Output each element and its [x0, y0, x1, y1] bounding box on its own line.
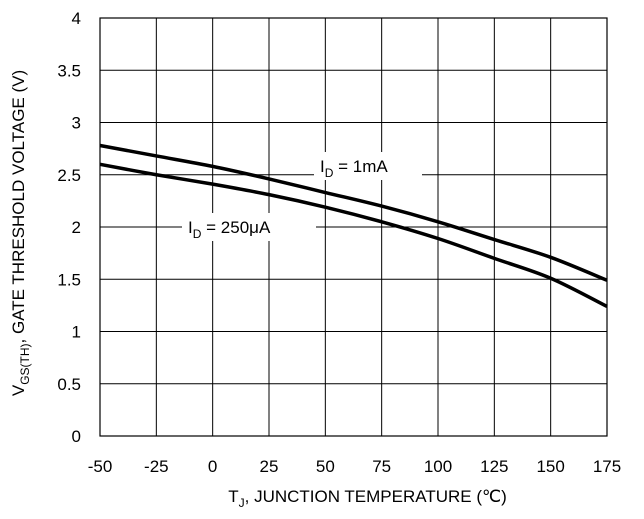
series-label-background	[314, 152, 422, 180]
y-tick-label: 3	[72, 114, 81, 133]
series-label-1: ID = 1mA	[314, 152, 422, 180]
y-tick-label: 0.5	[57, 375, 81, 394]
y-tick-label: 2.5	[57, 166, 81, 185]
x-tick-label: 25	[260, 457, 279, 476]
series-layer	[99, 143, 608, 308]
series-labels: ID = 1mA ID = 250μA	[182, 152, 422, 241]
y-tick-label: 2	[72, 218, 81, 237]
x-tick-labels: -50 -25 0 25 50 75 100 125 150 175	[88, 457, 621, 476]
y-tick-label: 0	[72, 427, 81, 446]
series-label-background	[182, 213, 318, 241]
y-tick-label: 1.5	[57, 270, 81, 289]
y-axis-title: VGS(TH), GATE THRESHOLD VOLTAGE (V)	[9, 70, 32, 396]
series-label-2: ID = 250μA	[182, 213, 318, 241]
x-tick-label: 75	[372, 457, 391, 476]
x-tick-label: 125	[480, 457, 508, 476]
x-tick-label: 0	[208, 457, 217, 476]
x-tick-label: 100	[424, 457, 452, 476]
x-tick-label: -25	[144, 457, 169, 476]
x-axis-title: TJ, JUNCTION TEMPERATURE (℃)	[228, 487, 507, 510]
y-tick-label: 3.5	[57, 61, 81, 80]
x-tick-label: -50	[88, 457, 113, 476]
series-label-text: ID = 1mA	[320, 157, 388, 180]
grid	[99, 17, 608, 437]
x-tick-label: 175	[593, 457, 621, 476]
series-label-text: ID = 250μA	[188, 218, 271, 241]
series-line-2	[99, 162, 608, 308]
x-tick-label: 150	[536, 457, 564, 476]
series-line-1	[99, 143, 608, 282]
x-tick-label: 50	[316, 457, 335, 476]
y-tick-label: 1	[72, 323, 81, 342]
plot-area-frame	[99, 17, 608, 437]
y-tick-label: 4	[72, 9, 81, 28]
y-tick-labels: 0 0.5 1 1.5 2 2.5 3 3.5 4	[57, 9, 81, 446]
